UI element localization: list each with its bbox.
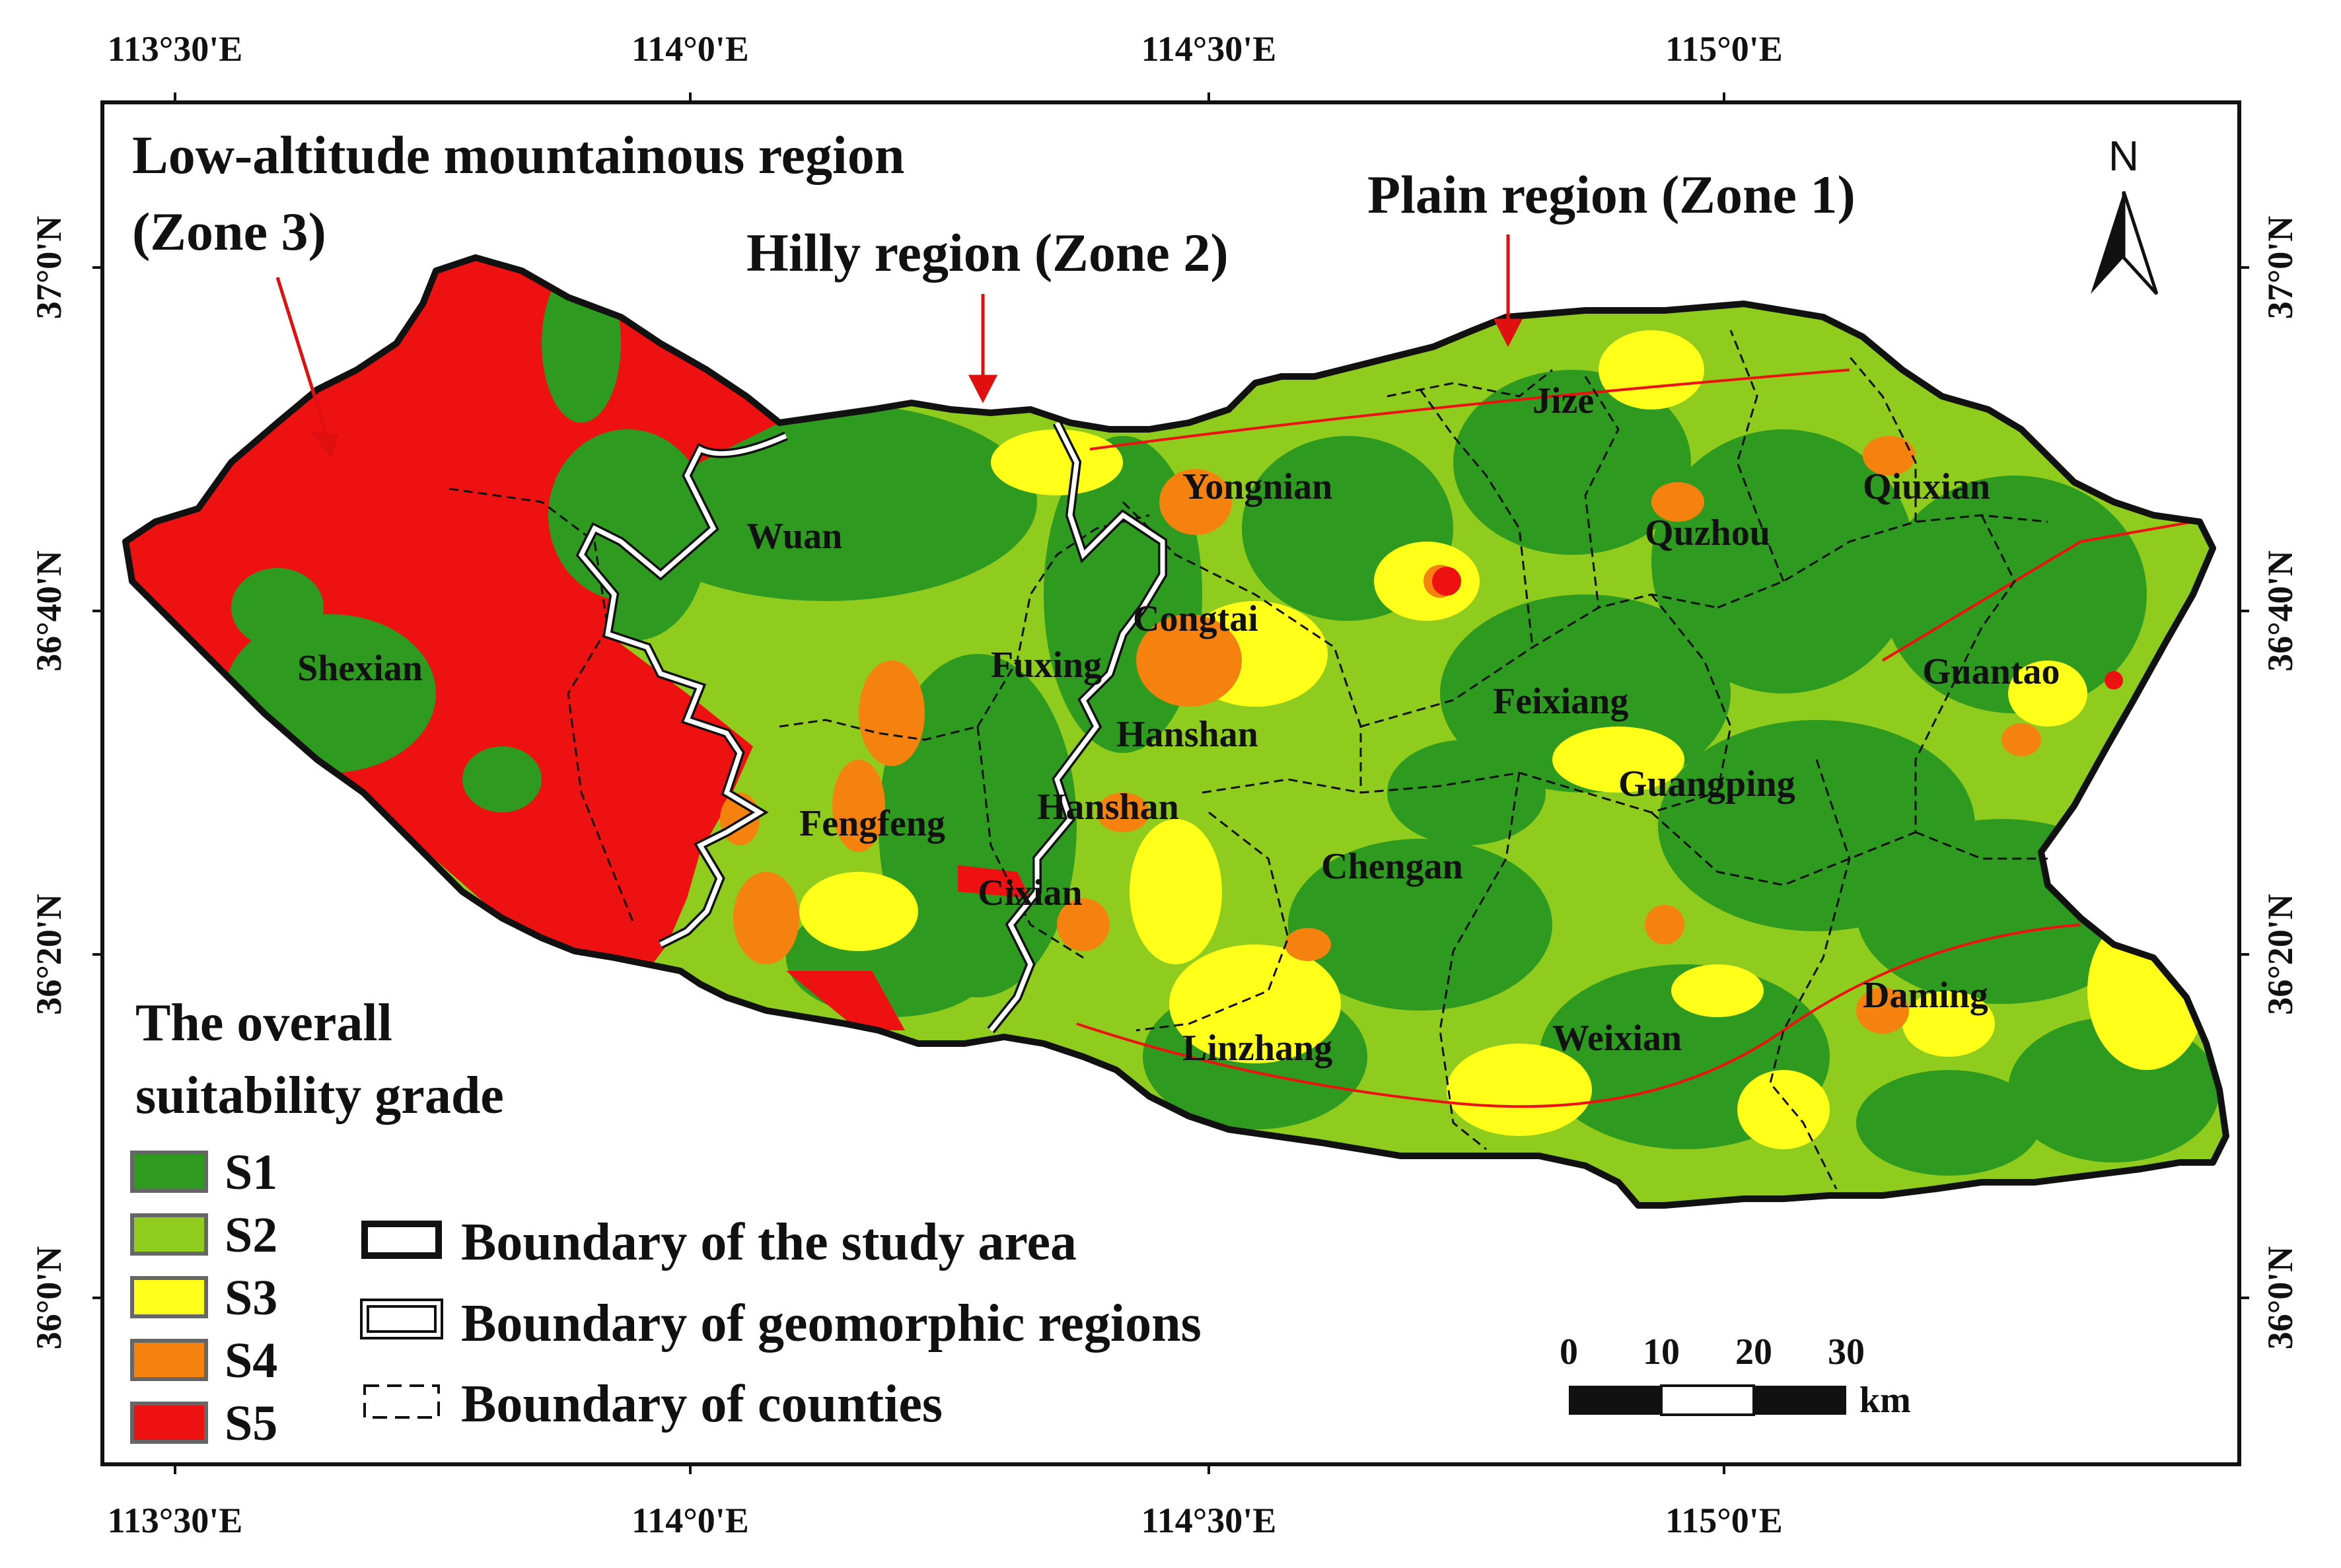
legend-counties-label: Boundary of counties bbox=[461, 1375, 943, 1433]
county-label-shexian: Shexian bbox=[297, 648, 423, 689]
coord-right-4: 36°0'N bbox=[2260, 1246, 2300, 1350]
zone3-label-line2: (Zone 3) bbox=[132, 201, 326, 262]
north-label: N bbox=[2108, 132, 2139, 180]
zone-arrows bbox=[275, 234, 1523, 460]
coord-left-4: 36°0'N bbox=[29, 1246, 69, 1350]
coord-bottom-1: 113°30'E bbox=[108, 1501, 243, 1540]
legend-geomorphic-label: Boundary of geomorphic regions bbox=[461, 1295, 1202, 1353]
coord-right-3: 36°20'N bbox=[2260, 894, 2300, 1015]
coord-top-1: 113°30'E bbox=[108, 29, 243, 69]
legend-label-s5: S5 bbox=[225, 1396, 277, 1451]
county-label-quzhou: Quzhou bbox=[1645, 513, 1770, 553]
coord-left-3: 36°20'N bbox=[29, 894, 69, 1015]
legend-study-area-symbol bbox=[361, 1221, 442, 1259]
county-label-hanshan-2: Hanshan bbox=[1037, 787, 1179, 828]
county-labels: Shexian Wuan Fengfeng Fuxing Congtai Han… bbox=[297, 380, 2060, 1069]
geomorphic-boundaries bbox=[575, 420, 1167, 1034]
legend-swatch-s4 bbox=[130, 1339, 208, 1381]
coord-left-2: 36°40'N bbox=[29, 550, 69, 672]
s3-areas bbox=[799, 330, 2213, 1149]
s4-areas bbox=[720, 436, 2041, 1034]
county-label-linzhang: Linzhang bbox=[1182, 1028, 1332, 1069]
county-label-hanshan-1: Hanshan bbox=[1116, 714, 1258, 755]
legend-swatch-s5 bbox=[130, 1402, 208, 1444]
county-label-yongnian: Yongnian bbox=[1182, 466, 1332, 507]
legend-swatch-s2 bbox=[130, 1213, 208, 1256]
county-label-cixian: Cixian bbox=[978, 873, 1083, 913]
scale-tick-20: 20 bbox=[1735, 1332, 1772, 1372]
county-boundaries bbox=[449, 330, 2048, 1190]
north-arrow: N bbox=[2091, 132, 2159, 295]
zone1-label: Plain region (Zone 1) bbox=[1367, 164, 1855, 225]
legend-swatch-s3 bbox=[130, 1276, 208, 1318]
scale-tick-0: 0 bbox=[1560, 1332, 1578, 1372]
coord-top-3: 114°30'E bbox=[1141, 29, 1277, 69]
coord-bottom-4: 115°0'E bbox=[1665, 1501, 1783, 1540]
coord-bottom-3: 114°30'E bbox=[1141, 1501, 1277, 1540]
county-label-jize: Jize bbox=[1532, 380, 1594, 421]
s5-streaks bbox=[786, 567, 2123, 1030]
scale-bar: 0 10 20 30 km bbox=[1560, 1332, 1911, 1421]
scale-tick-30: 30 bbox=[1828, 1332, 1865, 1372]
legend-geomorphic-symbol bbox=[360, 1299, 443, 1339]
frame-ticks bbox=[92, 92, 2249, 1474]
legend-label-s1: S1 bbox=[225, 1145, 277, 1200]
legend-counties-symbol bbox=[363, 1384, 440, 1419]
legend: The overall suitability grade S1 S2 S3 S… bbox=[130, 994, 1202, 1451]
county-label-guantao: Guantao bbox=[1922, 651, 2060, 692]
scale-unit: km bbox=[1859, 1380, 1911, 1421]
county-label-daming: Daming bbox=[1863, 975, 1988, 1016]
road-lines bbox=[1076, 369, 2194, 1108]
coord-left-1: 37°0'N bbox=[29, 216, 69, 320]
county-label-fuxing: Fuxing bbox=[991, 645, 1102, 686]
legend-swatch-s1 bbox=[130, 1151, 208, 1193]
legend-label-s3: S3 bbox=[225, 1270, 277, 1326]
scale-tick-10: 10 bbox=[1643, 1332, 1680, 1372]
county-label-qiuxian: Qiuxian bbox=[1863, 466, 1990, 507]
county-label-feixiang: Feixiang bbox=[1493, 681, 1628, 722]
county-label-weixian: Weixian bbox=[1552, 1018, 1682, 1059]
legend-label-s2: S2 bbox=[225, 1207, 277, 1263]
map-frame bbox=[100, 100, 2241, 1466]
study-area-outline bbox=[122, 254, 2229, 1209]
county-label-congtai: Congtai bbox=[1133, 598, 1258, 639]
legend-title-line1: The overall bbox=[135, 994, 392, 1052]
county-label-guangping: Guangping bbox=[1618, 764, 1795, 804]
coord-bottom-2: 114°0'E bbox=[631, 1501, 749, 1540]
coord-top-4: 115°0'E bbox=[1665, 29, 1783, 69]
coord-right-2: 36°40'N bbox=[2260, 550, 2300, 672]
zone3-label-line1: Low-altitude mountainous region bbox=[132, 125, 904, 185]
county-label-chengan: Chengan bbox=[1321, 846, 1463, 887]
legend-title-line2: suitability grade bbox=[135, 1067, 504, 1125]
coord-top-2: 114°0'E bbox=[631, 29, 749, 69]
legend-label-s4: S4 bbox=[225, 1333, 277, 1388]
county-label-wuan: Wuan bbox=[746, 516, 842, 557]
coord-right-1: 37°0'N bbox=[2260, 216, 2300, 320]
zone2-label: Hilly region (Zone 2) bbox=[746, 223, 1229, 283]
county-label-fengfeng: Fengfeng bbox=[799, 803, 945, 844]
legend-study-area-label: Boundary of the study area bbox=[461, 1213, 1077, 1271]
